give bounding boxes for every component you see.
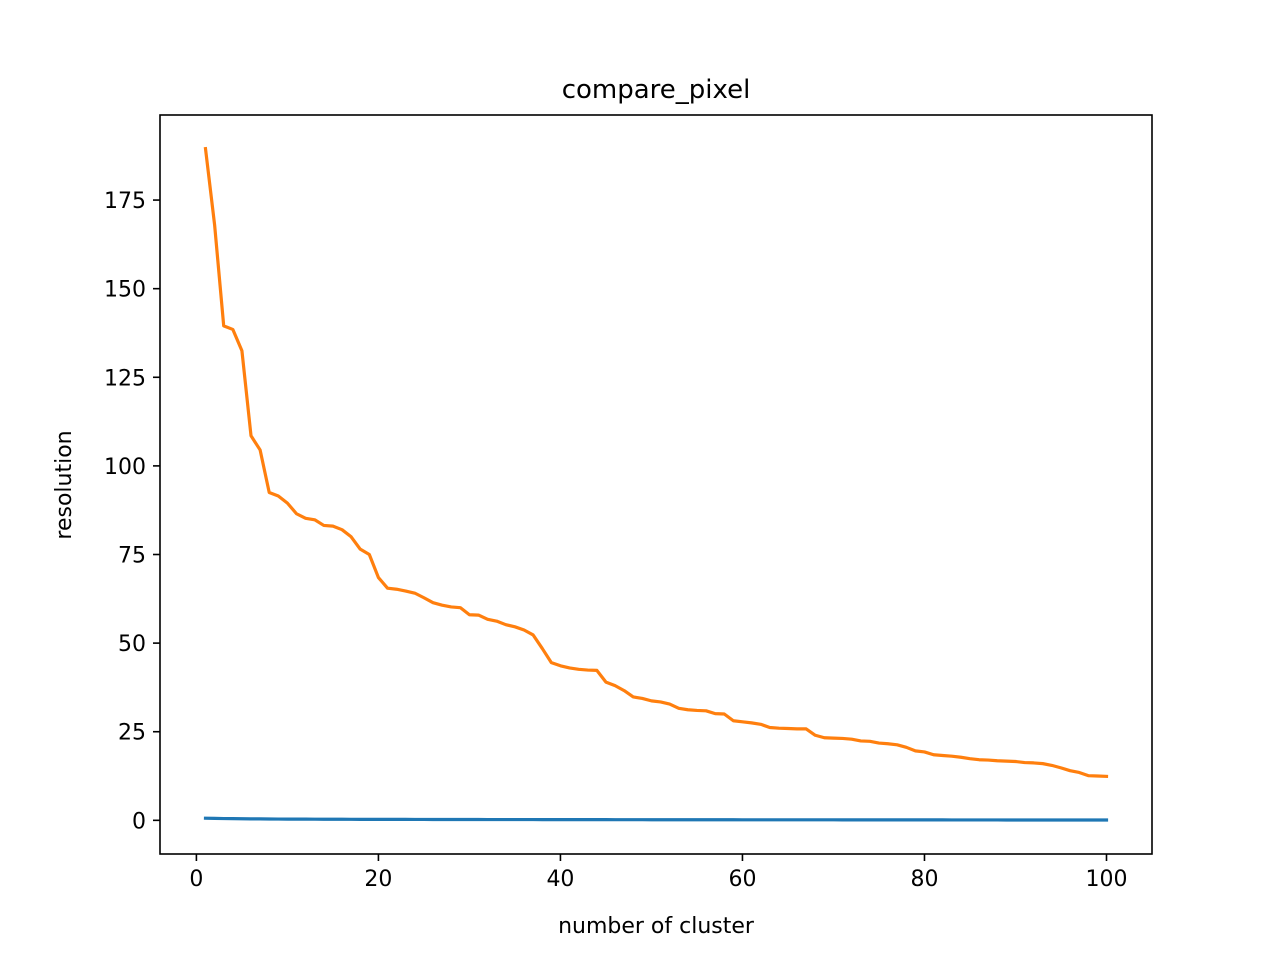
y-axis-label: resolution [52,430,77,539]
x-tick-label: 100 [1085,867,1127,892]
y-tick-label: 75 [118,544,146,569]
x-tick-label: 60 [728,867,756,892]
y-tick-label: 100 [104,455,146,480]
series-line-2 [203,146,1109,779]
y-tick-label: 0 [132,809,146,834]
y-tick-label: 25 [118,721,146,746]
x-tick-label: 80 [910,867,938,892]
x-axis-label: number of cluster [558,914,755,939]
x-axis-ticks: 0 20 40 60 80 100 [189,854,1127,892]
series-line-1 [203,816,1109,822]
x-tick-label: 40 [546,867,574,892]
plot-frame [159,114,1153,855]
y-tick-label: 175 [104,189,146,214]
x-tick-label: 0 [189,867,203,892]
y-axis-ticks: 0 25 50 75 100 125 150 175 [104,189,160,834]
chart-title: compare_pixel [562,75,751,105]
y-tick-label: 50 [118,632,146,657]
series-layer [203,146,1109,822]
x-tick-label: 20 [364,867,392,892]
y-tick-label: 125 [104,366,146,391]
y-tick-label: 150 [104,278,146,303]
